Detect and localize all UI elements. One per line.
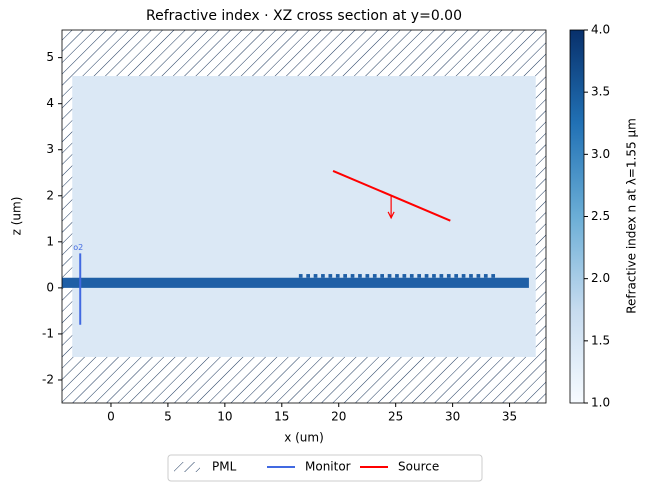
legend-label: Source	[398, 460, 439, 474]
x-tick-label: 15	[274, 410, 289, 424]
grating-tooth	[432, 274, 436, 278]
x-tick-label: 0	[107, 410, 115, 424]
colorbar-tick-label: 1.5	[591, 333, 610, 347]
y-tick-label: 4	[46, 96, 54, 110]
grating-tooth	[313, 274, 318, 278]
grating-tooth	[483, 274, 488, 278]
colorbar-tick-label: 2.0	[591, 271, 610, 285]
grating-tooth	[350, 274, 355, 278]
grating-tooth	[298, 274, 303, 278]
cladding	[72, 76, 536, 357]
grating-tooth	[446, 274, 451, 278]
x-tick-label: 35	[502, 410, 517, 424]
colorbar-tick-label: 1.0	[591, 396, 610, 410]
legend-label: Monitor	[305, 460, 351, 474]
colorbar-tick-label: 2.5	[591, 209, 610, 223]
grating-tooth	[461, 274, 466, 278]
grating-tooth	[469, 274, 473, 278]
monitor-label: o2	[73, 243, 83, 252]
y-axis-label: z (um)	[10, 197, 24, 236]
chart-title: Refractive index · XZ cross section at y…	[146, 8, 462, 24]
y-tick-label: 5	[46, 50, 54, 64]
grating-tooth	[321, 274, 325, 278]
grating-tooth	[417, 274, 422, 278]
plot-frame	[61, 29, 547, 404]
x-tick-label: 25	[388, 410, 403, 424]
colorbar-label: Refractive index n at λ=1.55 μm	[625, 118, 639, 314]
colorbar-tick-label: 4.0	[591, 23, 610, 37]
grating-tooth	[306, 274, 310, 278]
grating-tooth	[335, 274, 340, 278]
grating-tooth	[380, 274, 385, 278]
legend-label: PML	[212, 460, 237, 474]
y-tick-label: 3	[46, 142, 54, 156]
grating-tooth	[402, 274, 407, 278]
legend-pml-swatch	[174, 462, 200, 472]
grating-tooth	[358, 274, 362, 278]
y-tick-label: 2	[46, 188, 54, 202]
source	[332, 169, 451, 222]
grating-tooth	[439, 274, 444, 278]
colorbar-tick-label: 3.5	[591, 85, 610, 99]
grating-tooth	[491, 274, 496, 278]
x-tick-label: 10	[217, 410, 232, 424]
waveguide	[62, 277, 529, 288]
grating-tooth	[365, 274, 370, 278]
grating-tooth	[476, 274, 481, 278]
grating-tooth	[343, 274, 347, 278]
x-axis-label: x (um)	[284, 431, 324, 445]
arrow-head	[387, 211, 395, 220]
legend-box	[167, 454, 483, 482]
x-tick-label: 5	[164, 410, 172, 424]
grating-tooth	[409, 274, 414, 278]
colorbar	[569, 29, 585, 404]
grating-tooth	[395, 274, 399, 278]
y-tick-label: -1	[42, 326, 54, 340]
grating-tooth	[424, 274, 429, 278]
y-tick-label: -2	[42, 372, 54, 386]
y-tick-label: 1	[46, 234, 54, 248]
y-tick-label: 0	[46, 280, 54, 294]
grating-tooth	[328, 274, 333, 278]
x-tick-label: 20	[331, 410, 346, 424]
grating-tooth	[454, 274, 459, 278]
grating-tooth	[387, 274, 392, 278]
grating-tooth	[372, 274, 377, 278]
x-tick-label: 30	[445, 410, 460, 424]
colorbar-tick-label: 3.0	[591, 147, 610, 161]
